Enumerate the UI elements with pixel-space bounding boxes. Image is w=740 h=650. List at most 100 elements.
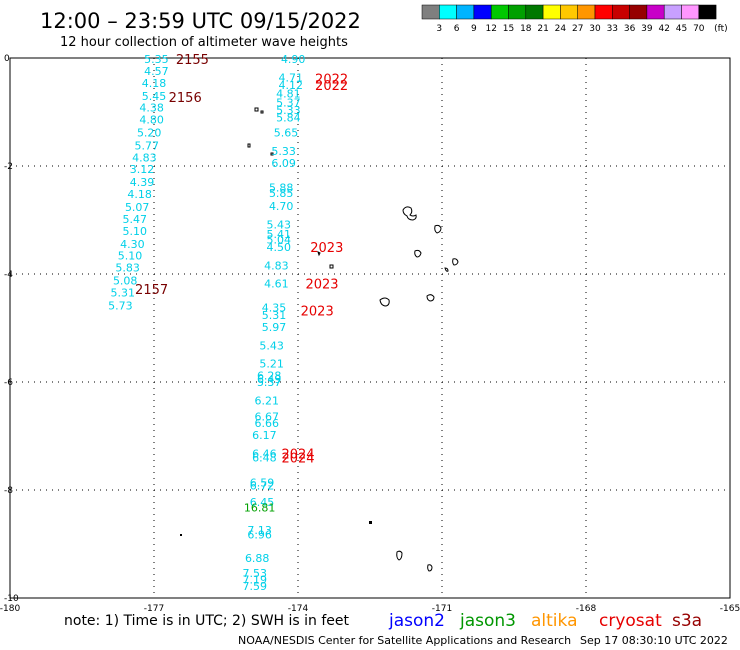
island-shape [329,264,334,269]
legend-entry-altika: altika [531,611,578,631]
colorbar-label: 24 [555,24,567,34]
wave-height-label: 7.53 [243,567,268,580]
wave-height-label: 4.39 [130,176,155,189]
wave-height-label: 4.81 [276,88,301,101]
island-shape [402,206,417,221]
colorbar-label: 18 [520,24,532,34]
pass-time-label: 2023 [301,305,334,320]
pass-time-label: 2022 [315,79,348,94]
island-dot [180,534,182,536]
legend-entry-jason2: jason2 [388,611,445,631]
y-tick-label: 0 [4,54,10,64]
chart-title: 12:00 – 23:59 UTC 09/15/2022 [40,9,361,33]
wave-height-label: 4.30 [120,238,145,251]
wave-height-label: 5.65 [274,127,299,140]
wave-height-label: 5.10 [118,250,143,263]
wave-height-label: 5.20 [137,127,162,140]
island-shape [427,564,433,572]
colorbar-swatch [646,4,665,20]
wave-height-label: 4.50 [267,241,292,254]
wave-height-label: 7.19 [243,574,268,587]
island-outlines [180,107,459,572]
colorbar-label: 30 [589,24,601,34]
x-tick-label: -165 [720,604,740,614]
colorbar-label: 36 [624,24,636,34]
y-tick-label: -6 [4,378,13,388]
y-tick-label: -8 [4,486,13,496]
colorbar-label: 45 [676,24,687,34]
island-shape [434,224,442,234]
wave-height-label: 5.07 [125,201,150,214]
wave-height-label: 6.66 [255,417,280,430]
colorbar-label: 12 [485,24,496,34]
wave-height-label: 5.33 [271,145,296,158]
wave-height-label: 5.37 [257,376,282,389]
wave-height-label: 16.81 [244,501,276,514]
colorbar-swatch [473,4,492,20]
pass-time-label: 2022 [315,73,348,88]
wave-height-label: 4.71 [279,71,304,84]
legend-entry-s3a: s3a [672,611,702,631]
colorbar-label: 70 [693,24,705,34]
wave-height-label: 4.38 [139,102,164,115]
wave-height-label: 4.70 [269,200,294,213]
colorbar-label: 27 [572,24,583,34]
footer-timestamp: Sep 17 08:30:10 UTC 2022 [580,634,728,647]
pass-time-label: 2024 [281,447,314,462]
wave-height-label: 4.18 [142,77,167,90]
wave-height-label: 4.61 [264,278,289,291]
wave-height-points: 5.354.574.185.454.384.805.205.774.833.12… [108,53,305,593]
colorbar-swatch [456,4,475,20]
island-shape [444,267,449,272]
colorbar-swatch [439,4,457,20]
wave-height-label: 5.10 [123,225,148,238]
wave-height-label: 6.21 [255,394,280,407]
island-shape [452,258,459,266]
wave-height-label: 7.59 [243,580,268,593]
island-shape [317,251,321,257]
colorbar-label: 9 [471,24,477,34]
wave-height-label: 6.17 [252,429,277,442]
wave-height-label: 4.80 [139,114,164,127]
colorbar-swatch [663,4,682,20]
wave-height-label: 5.97 [262,321,287,334]
island-dot [369,521,372,524]
y-tick-label: -2 [4,162,13,172]
pass-time-label: 2155 [176,53,209,68]
x-tick-label: -174 [288,604,309,614]
wave-height-label: 5.35 [144,53,169,66]
wave-height-label: 4.57 [144,65,169,78]
wave-height-label: 6.48 [252,452,277,465]
axis-ticks: -180 -177 -174 -171 -168 -165 0 -2 -4 -6 -8 -10 [0,54,740,614]
wave-height-label: 4.12 [279,79,304,92]
wave-height-label: 5.85 [269,187,294,200]
wave-height-label: 4.35 [262,301,287,314]
colorbar-swatch [681,4,700,20]
colorbar-swatch [508,4,527,20]
y-tick-label: -4 [4,270,13,280]
island-shape [426,294,435,302]
colorbar-label: 33 [607,24,618,34]
wave-height-label: 3.12 [130,163,155,176]
plot-border [9,57,731,599]
pass-time-label: 2024 [281,452,314,467]
island-shape [379,297,390,307]
wave-height-label: 6.59 [250,476,275,489]
colorbar-label: 15 [503,24,514,34]
colorbar-swatch [560,4,578,20]
wave-height-label: 5.08 [113,274,138,287]
wave-height-label: 5.73 [108,299,133,312]
wave-height-label: 6.96 [247,528,272,541]
wave-height-label: 5.31 [262,309,287,322]
x-tick-label: -168 [576,604,597,614]
colorbar-label: 42 [658,24,669,34]
colorbar-swatch [577,4,596,20]
wave-height-label: 6.09 [271,157,296,170]
pass-time-label: 2156 [169,91,202,106]
pass-time-label: 2023 [310,241,343,256]
island-dot [260,110,264,114]
wave-height-label: 6.45 [250,496,275,509]
wave-height-label: 5.84 [276,111,301,124]
x-tick-label: -171 [432,604,452,614]
